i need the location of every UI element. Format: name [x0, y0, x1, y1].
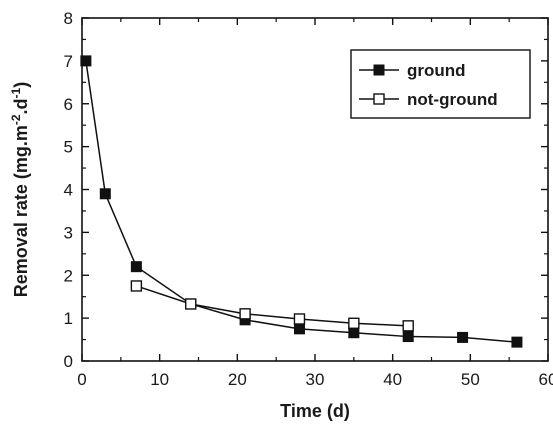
series-line-not-ground [136, 285, 409, 327]
data-point-ground [293, 323, 305, 335]
data-point-ground [402, 331, 414, 343]
y-tick-label: 8 [64, 9, 73, 28]
data-point-not-ground [239, 308, 251, 320]
legend-box [350, 49, 531, 119]
y-tick-label: 4 [64, 181, 73, 200]
data-point-ground [348, 327, 360, 339]
legend-label-not-ground: not-ground [407, 90, 498, 109]
x-axis-title: Time (d) [280, 401, 350, 421]
legend: ground not-ground [350, 49, 531, 119]
series-line-ground [85, 60, 517, 343]
x-tick-label: 10 [150, 370, 169, 389]
legend-label-ground: ground [407, 61, 466, 80]
data-point-ground [99, 188, 111, 200]
y-tick-label: 0 [64, 352, 73, 371]
data-point-ground [511, 336, 523, 348]
y-tick-label: 5 [64, 138, 73, 157]
y-axis-title-superscript: -1 [9, 87, 23, 98]
legend-marker-not-ground [373, 93, 385, 105]
y-tick-label: 2 [64, 266, 73, 285]
y-axis-title: Removal rate (mg.m-2.d-1) [9, 82, 31, 297]
legend-marker-ground [373, 64, 385, 76]
data-point-not-ground [402, 320, 414, 332]
data-point-not-ground [293, 313, 306, 325]
ticks: 0 10 20 30 40 50 60 0 1 2 3 4 5 6 7 8 [64, 9, 553, 389]
y-tick-label: 6 [64, 95, 73, 114]
data-point-ground [80, 55, 92, 67]
y-axis-title-part: .d [11, 98, 31, 114]
data-point-ground [130, 261, 142, 273]
y-tick-label: 3 [64, 223, 73, 242]
data-point-not-ground [130, 280, 143, 292]
y-tick-label: 1 [64, 309, 73, 328]
y-tick-label: 7 [64, 52, 73, 71]
x-tick-label: 30 [306, 370, 325, 389]
y-axis-title-part: Removal rate (mg.m [11, 125, 31, 297]
data-point-not-ground [348, 317, 360, 329]
x-tick-label: 40 [383, 370, 402, 389]
series-group [80, 55, 523, 348]
data-point-ground [457, 331, 469, 343]
data-point-not-ground [185, 298, 197, 310]
x-tick-label: 50 [461, 370, 480, 389]
x-tick-label: 0 [77, 370, 86, 389]
y-axis-title-part: ) [11, 82, 31, 88]
x-tick-label: 20 [228, 370, 247, 389]
y-axis-title-superscript: -2 [9, 114, 23, 125]
x-tick-label: 60 [539, 370, 553, 389]
